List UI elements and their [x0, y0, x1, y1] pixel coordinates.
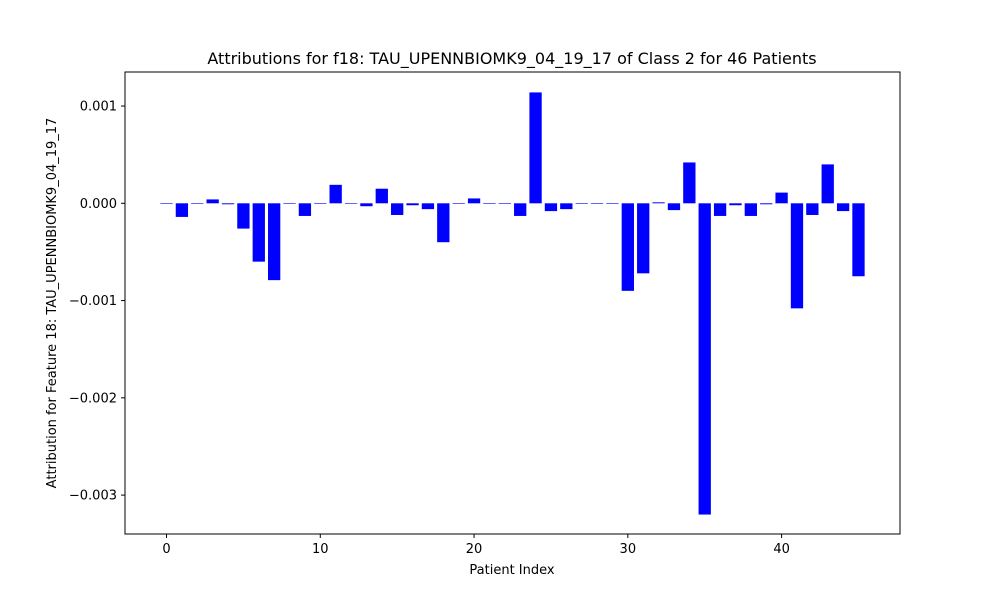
bar-patient-6 [252, 203, 265, 262]
bar-patient-22 [498, 203, 511, 204]
bar-patient-14 [375, 188, 388, 204]
bar-patient-21 [483, 203, 496, 204]
bar-patient-30 [621, 203, 634, 291]
bar-patient-5 [237, 203, 250, 229]
bar-patient-25 [544, 203, 558, 212]
bar-patient-18 [437, 203, 450, 243]
bar-patient-0 [160, 203, 173, 204]
bar-patient-16 [406, 203, 419, 206]
bar-patient-43 [821, 164, 834, 204]
bar-patient-8 [283, 203, 296, 204]
y-tick-label: −0.001 [69, 294, 117, 309]
bar-patient-19 [452, 203, 465, 204]
bar-patient-13 [360, 203, 373, 207]
plot-area: 0 10 20 30 40 −0.003 −0.002 −0.001 0.000 0.001 [69, 71, 901, 557]
bar-patient-36 [713, 203, 727, 216]
bar-patient-9 [298, 203, 312, 216]
bar-patient-31 [637, 203, 650, 274]
bar-patient-3 [206, 199, 219, 204]
bar-patient-33 [667, 203, 681, 211]
x-axis-label: Patient Index [469, 563, 554, 578]
bar-patient-42 [806, 203, 819, 215]
y-tick-label: 0.000 [80, 197, 117, 212]
bar-patient-28 [590, 203, 604, 204]
bar-patient-45 [852, 203, 865, 277]
bar-patient-15 [391, 203, 404, 215]
x-tick-label: 0 [162, 542, 170, 557]
bar-patient-32 [652, 202, 665, 204]
bar-patient-1 [175, 203, 189, 217]
bar-patient-29 [606, 203, 619, 204]
x-tick-label: 20 [466, 542, 483, 557]
y-tick-label: 0.001 [80, 100, 117, 115]
bar-patient-44 [836, 203, 850, 212]
bar-patient-41 [790, 203, 804, 309]
bar-patient-24 [529, 92, 542, 204]
bar-patient-11 [329, 184, 342, 204]
y-tick-label: −0.003 [69, 489, 117, 504]
x-tick-label: 40 [773, 542, 790, 557]
bar-patient-4 [221, 203, 235, 205]
bar-patient-12 [344, 203, 358, 204]
bar-patient-26 [560, 203, 573, 210]
bar-patient-17 [421, 203, 435, 210]
plot-frame [124, 71, 901, 535]
y-tick-label: −0.002 [69, 391, 117, 406]
bar-patient-20 [467, 198, 481, 204]
bar-patient-34 [683, 162, 696, 204]
x-tick-label: 30 [620, 542, 637, 557]
bar-patient-27 [575, 203, 588, 204]
bar-patient-37 [729, 203, 742, 206]
x-tick-label: 10 [312, 542, 329, 557]
bar-patient-35 [698, 203, 711, 515]
bar-patient-39 [760, 203, 773, 205]
y-axis-label: Attribution for Feature 18: TAU_UPENNBIO… [45, 118, 60, 489]
bar-patient-7 [268, 203, 281, 281]
bar-patient-40 [775, 192, 788, 204]
bar-patient-38 [744, 203, 757, 216]
chart-title: Attributions for f18: TAU_UPENNBIOMK9_04… [207, 49, 816, 69]
bar-patient-2 [191, 203, 204, 204]
bar-patient-10 [314, 203, 327, 204]
bar-patient-23 [514, 203, 527, 216]
